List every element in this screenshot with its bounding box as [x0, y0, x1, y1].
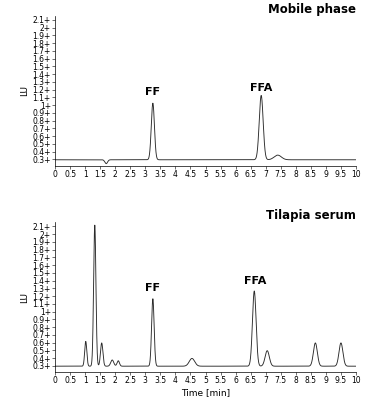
Text: FF: FF: [145, 87, 160, 97]
Y-axis label: LU: LU: [21, 292, 30, 303]
Y-axis label: LU: LU: [21, 85, 30, 96]
Text: FF: FF: [145, 283, 160, 293]
Text: FFA: FFA: [250, 83, 272, 93]
Text: FFA: FFA: [244, 276, 266, 286]
X-axis label: Time [min]: Time [min]: [181, 388, 230, 397]
Text: Mobile phase: Mobile phase: [268, 3, 356, 16]
Text: Tilapia serum: Tilapia serum: [266, 210, 356, 222]
